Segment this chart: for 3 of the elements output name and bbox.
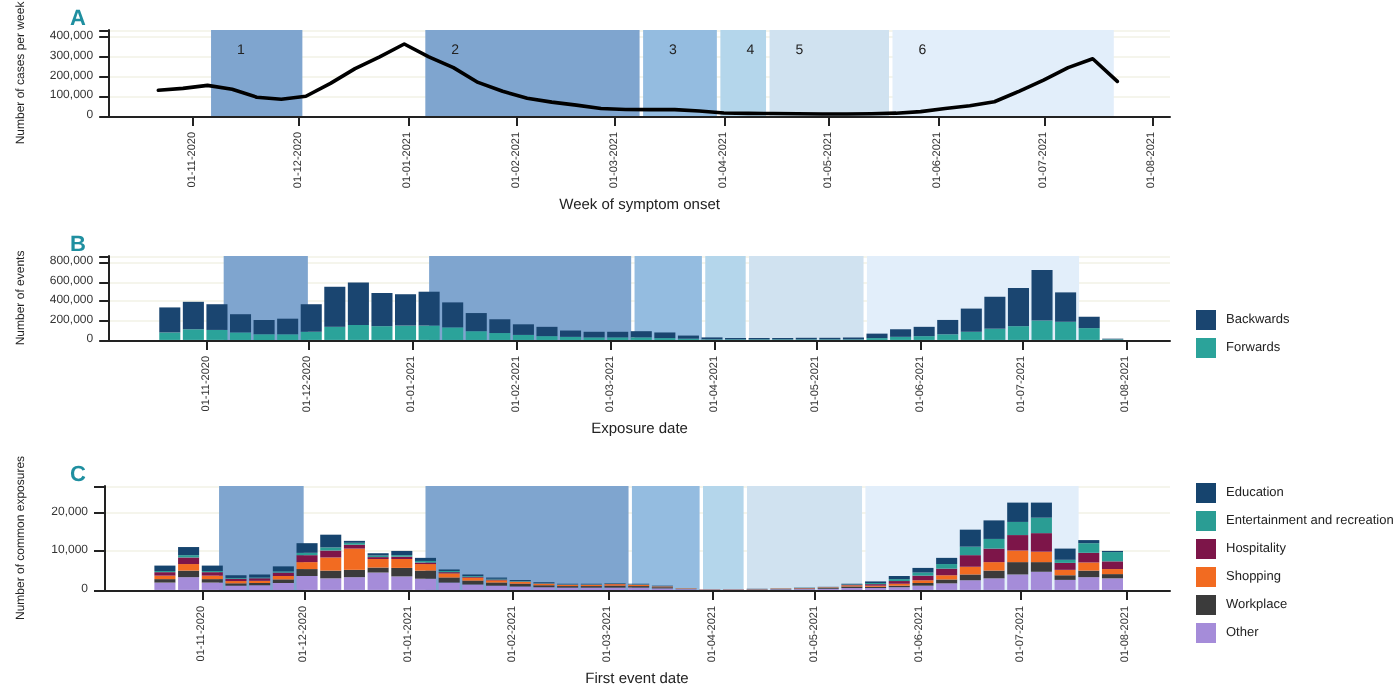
- chart-title: A: [70, 7, 86, 31]
- chart-title: B: [70, 233, 86, 257]
- chart-title: C: [70, 463, 86, 487]
